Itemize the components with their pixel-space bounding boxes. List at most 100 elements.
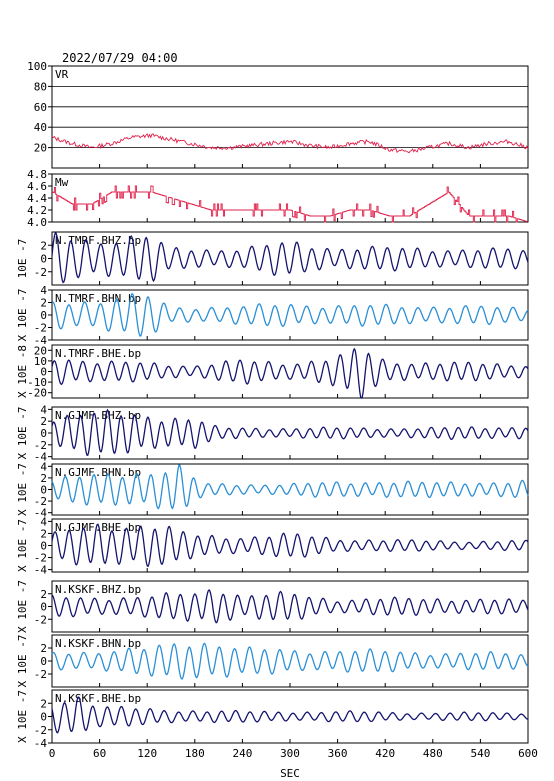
x-tick-label: 360 [328, 747, 348, 760]
panel-label: N.TMRF.BHZ.bp [55, 234, 141, 247]
panel-label: N.GJMF.BHE.bp [55, 521, 141, 534]
y-tick-label: -2 [34, 668, 47, 681]
panel-frame [51, 65, 529, 169]
y-tick-label: 20 [34, 344, 47, 357]
y-tick-label: 4.0 [27, 216, 47, 229]
y-tick-label: 4.6 [27, 180, 47, 193]
y-tick-label: -4 [34, 737, 48, 750]
panel-label: VR [55, 68, 69, 81]
y-tick-label: 60 [34, 101, 47, 114]
x-tick-label: 540 [470, 747, 490, 760]
y-tick-label: 0 [40, 601, 47, 614]
y-tick-label: 0 [40, 366, 47, 379]
x-tick-label: 300 [280, 747, 300, 760]
panel-label: N.KSKF.BHE.bp [55, 692, 141, 705]
trace-tmrf-bhe [51, 347, 529, 399]
y-axis-label: X 10E -8 [16, 345, 29, 398]
x-tick-label: 480 [423, 747, 443, 760]
y-tick-label: -4 [34, 564, 48, 577]
y-axis-label: X 10E -7 [16, 289, 29, 342]
y-tick-label: 2 [40, 642, 47, 655]
y-tick-label: 4 [40, 403, 47, 416]
y-tick-label: -2 [34, 724, 47, 737]
y-tick-label: -10 [27, 376, 47, 389]
y-tick-label: -4 [34, 334, 48, 347]
y-tick-label: -2 [34, 552, 47, 565]
trace-kskf-bhn [51, 642, 529, 680]
panel-kskf-bhz: -202 X 10E -7 N.KSKF.BHZ.bp [16, 580, 529, 633]
y-tick-label: -2 [34, 439, 47, 452]
y-tick-label: -2 [34, 266, 47, 279]
y-tick-label: 40 [34, 121, 47, 134]
y-tick-label: 2 [40, 588, 47, 601]
y-tick-label: 4 [40, 284, 47, 297]
y-tick-label: 2 [40, 415, 47, 428]
x-axis-label: SEC [280, 767, 300, 780]
y-tick-label: -4 [34, 451, 48, 464]
y-tick-label: 2 [40, 297, 47, 310]
x-tick-label: 180 [185, 747, 205, 760]
panel-label: N.TMRF.BHE.bp [55, 347, 141, 360]
x-tick-label: 600 [518, 747, 538, 760]
y-tick-label: 2 [40, 697, 47, 710]
chart-title: 2022/07/29 04:00 [62, 51, 178, 65]
y-tick-label: 0 [40, 484, 47, 497]
trace-vr [51, 133, 529, 154]
y-tick-label: 0 [40, 253, 47, 266]
x-tick-label: 0 [49, 747, 56, 760]
y-tick-label: 0 [40, 309, 47, 322]
y-axis-label: 10E -7 [16, 239, 29, 279]
x-tick-label: 240 [232, 747, 252, 760]
y-tick-label: 20 [34, 142, 47, 155]
y-tick-label: 4.4 [27, 192, 47, 205]
panel-label: Mw [55, 176, 69, 189]
y-axis-label: X 10E -7 [16, 519, 29, 572]
y-tick-label: 0 [40, 540, 47, 553]
x-tick-label: 120 [137, 747, 157, 760]
y-axis-label: X 10E -7 [16, 407, 29, 460]
y-axis-label: X 10E -7 [16, 580, 29, 633]
y-tick-label: -2 [34, 322, 47, 335]
y-axis-label: X 10E -7 [16, 635, 29, 688]
panel-kskf-bhn: -202 X 10E -7 N.KSKF.BHN.bp [16, 634, 529, 688]
y-tick-label: 2 [40, 239, 47, 252]
trace-gjmf-bhz [51, 408, 529, 457]
panel-label: N.KSKF.BHN.bp [55, 637, 141, 650]
y-tick-label: 0 [40, 655, 47, 668]
y-tick-label: 2 [40, 527, 47, 540]
trace-tmrf-bhn [51, 292, 529, 337]
y-tick-label: 80 [34, 80, 47, 93]
x-tick-label: 420 [375, 747, 395, 760]
y-tick-label: 2 [40, 472, 47, 485]
y-tick-label: 4.2 [27, 204, 47, 217]
y-tick-label: -4 [34, 507, 48, 520]
y-tick-label: 4 [40, 515, 47, 528]
panel-mw: 4.04.24.44.64.8 Mw [27, 168, 529, 229]
y-tick-label: 4.8 [27, 168, 47, 181]
trace-mw [52, 185, 529, 223]
y-tick-label: 0 [40, 427, 47, 440]
y-tick-label: 100 [27, 60, 47, 73]
panel-tmrf-bhz: -202 10E -7 N.TMRF.BHZ.bp [16, 231, 529, 286]
trace-kskf-bhz [51, 589, 529, 624]
panel-label: N.GJMF.BHN.bp [55, 466, 141, 479]
panel-kskf-bhe: -4-202 X 10E -7 N.KSKF.BHE.bp [16, 689, 529, 750]
trace-kskf-bhe [51, 696, 529, 734]
y-axis-label: X 10E -7 [16, 463, 29, 516]
y-tick-label: -20 [27, 387, 47, 400]
panel-vr: 20 40 60 80 100 VR [27, 60, 529, 169]
x-tick-label: 60 [93, 747, 106, 760]
y-axis-label: X 10E -7 [16, 690, 29, 743]
panel-label: N.KSKF.BHZ.bp [55, 583, 141, 596]
trace-tmrf-bhz [51, 232, 529, 284]
y-tick-label: 4 [40, 460, 47, 473]
panel-label: N.TMRF.BHN.bp [55, 292, 141, 305]
x-axis: 0 60 120 180 240 300 360 420 480 540 600 [49, 164, 538, 760]
